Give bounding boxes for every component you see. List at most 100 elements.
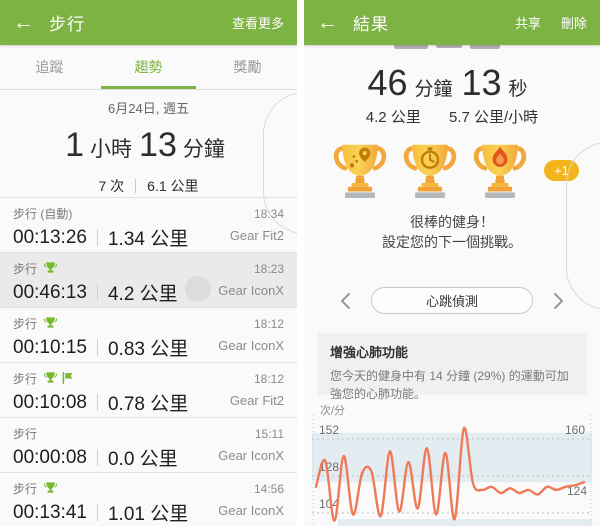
table-row[interactable]: 步行 00:10:15 0.83 公里 18:12 Gear bbox=[0, 308, 297, 363]
row-distance: 1.34 公里 bbox=[107, 229, 189, 250]
svg-text:152: 152 bbox=[319, 423, 339, 437]
svg-text:124: 124 bbox=[567, 484, 587, 498]
row-distance: 4.2 公里 bbox=[107, 284, 178, 305]
result-speed: 5.7 公里/小時 bbox=[449, 109, 539, 126]
share-button[interactable]: 共享 bbox=[514, 16, 541, 31]
svg-text:160: 160 bbox=[565, 423, 585, 437]
divider bbox=[96, 394, 98, 411]
row-duration: 00:46:13 bbox=[13, 281, 87, 303]
row-device: Gear IconX bbox=[218, 503, 284, 518]
walking-trends-screen: ← 步行 查看更多 追蹤 趨勢 獎勵 6月24日, 週五 1 小時 13 分鐘 7 次… bbox=[0, 0, 297, 526]
table-row[interactable]: 步行 (自動) 00:13:26 1.34 公里 18:34 bbox=[0, 198, 297, 253]
page-title: 結果 bbox=[353, 15, 389, 34]
hours-unit: 小時 bbox=[90, 138, 133, 161]
row-time: 15:11 bbox=[254, 427, 284, 441]
insight-body: 您今天的健身中有 14 分鐘 (29%) 的運動可加強您的心肺功能。 bbox=[330, 369, 569, 401]
divider bbox=[96, 229, 98, 246]
right-appbar: ← 結果 共享 刪除 bbox=[304, 0, 600, 45]
result-substats: 4.2 公里 5.7 公里/小時 bbox=[304, 106, 600, 127]
table-row[interactable]: 步行 00:13:41 1.01 公里 14:56 Gear bbox=[0, 473, 297, 526]
summary-duration: 1 小時 13 分鐘 bbox=[0, 126, 297, 165]
scrolled-content-fragment bbox=[374, 45, 534, 54]
hours-value: 1 bbox=[65, 126, 85, 164]
daily-summary: 6月24日, 週五 1 小時 13 分鐘 7 次 6.1 公里 bbox=[0, 90, 297, 197]
row-activity-label: 步行 bbox=[13, 371, 38, 386]
trophy-icon bbox=[44, 261, 57, 275]
row-time: 18:12 bbox=[253, 317, 284, 331]
stopwatch-trophy-icon bbox=[402, 140, 458, 200]
result-minutes-unit: 分鐘 bbox=[414, 79, 453, 100]
workout-message: 很棒的健身！ 設定您的下一個挑戰。 bbox=[304, 212, 600, 253]
table-row[interactable]: 步行 00:00:08 0.0 公里 15:11 Gear bbox=[0, 418, 297, 473]
tab-track[interactable]: 追蹤 bbox=[0, 45, 99, 89]
row-time: 18:12 bbox=[253, 372, 284, 386]
row-distance: 0.83 公里 bbox=[107, 339, 189, 360]
extra-trophies-badge[interactable]: +1 bbox=[544, 160, 579, 181]
session-count: 7 次 bbox=[98, 178, 125, 194]
total-distance: 6.1 公里 bbox=[147, 178, 199, 194]
row-time: 18:23 bbox=[253, 262, 284, 276]
see-more-button[interactable]: 查看更多 bbox=[231, 16, 284, 31]
row-device: Gear Fit2 bbox=[229, 393, 284, 408]
row-distance: 1.01 公里 bbox=[107, 504, 189, 525]
chevron-left-icon[interactable] bbox=[336, 288, 355, 314]
row-duration: 00:00:08 bbox=[13, 446, 87, 468]
session-list: 步行 (自動) 00:13:26 1.34 公里 18:34 bbox=[0, 197, 297, 526]
back-icon[interactable]: ← bbox=[317, 11, 338, 34]
minutes-unit: 分鐘 bbox=[182, 138, 225, 161]
row-time: 18:34 bbox=[253, 207, 284, 221]
svg-text:128: 128 bbox=[319, 460, 339, 474]
trophy-icon bbox=[44, 316, 57, 330]
divider bbox=[96, 504, 98, 521]
summary-date: 6月24日, 週五 bbox=[108, 101, 189, 116]
result-seconds-unit: 秒 bbox=[508, 79, 528, 100]
row-distance: 0.78 公里 bbox=[107, 394, 189, 415]
delete-button[interactable]: 刪除 bbox=[560, 16, 587, 31]
chart-y-axis-label: 次/分 bbox=[320, 405, 346, 417]
table-row[interactable]: 步行 00:46:13 4.2 公里 18:23 Gear bbox=[0, 253, 297, 308]
row-activity-label: 步行 bbox=[13, 261, 38, 276]
divider bbox=[96, 284, 98, 301]
row-activity-label: 步行 bbox=[13, 426, 38, 441]
message-line-2: 設定您的下一個挑戰。 bbox=[382, 234, 522, 251]
heart-rate-chart: 152 128 104 160 124 bbox=[312, 415, 592, 526]
message-line-1: 很棒的健身！ bbox=[410, 214, 494, 230]
flag-icon bbox=[61, 371, 74, 385]
left-appbar: ← 步行 查看更多 bbox=[0, 0, 297, 45]
minutes-value: 13 bbox=[139, 126, 177, 164]
divider bbox=[96, 339, 98, 356]
row-device: Gear Fit2 bbox=[229, 228, 284, 243]
workout-result-screen: ← 結果 共享 刪除 46 分鐘 13 秒 4.2 公里 5.7 公里/小時 bbox=[304, 0, 600, 526]
row-device: Gear IconX bbox=[218, 338, 284, 353]
row-activity-label: 步行 (自動) bbox=[13, 206, 73, 221]
row-duration: 00:10:08 bbox=[13, 391, 87, 413]
trophy-row: +1 bbox=[304, 140, 600, 200]
flame-trophy-icon bbox=[472, 140, 528, 200]
row-device: Gear IconX bbox=[218, 448, 284, 463]
cardio-insight-card: 增強心肺功能 您今天的健身中有 14 分鐘 (29%) 的運動可加強您的心肺功能… bbox=[318, 333, 587, 401]
route-trophy-icon bbox=[332, 140, 388, 200]
tab-trends[interactable]: 趨勢 bbox=[99, 45, 198, 89]
summary-stats: 7 次 6.1 公里 bbox=[0, 176, 297, 196]
row-time: 14:56 bbox=[253, 482, 284, 496]
row-duration: 00:13:26 bbox=[13, 226, 87, 248]
tab-label: 追蹤 bbox=[35, 59, 64, 75]
pill-label: 心跳偵測 bbox=[425, 294, 478, 309]
metric-carousel: 心跳偵測 bbox=[304, 287, 600, 314]
tab-label: 獎勵 bbox=[233, 59, 262, 75]
trophy-icon bbox=[44, 371, 57, 385]
tab-bar: 追蹤 趨勢 獎勵 bbox=[0, 45, 297, 90]
row-distance: 0.0 公里 bbox=[107, 449, 178, 470]
divider bbox=[96, 449, 98, 466]
back-icon[interactable]: ← bbox=[13, 11, 34, 34]
chevron-right-icon[interactable] bbox=[549, 288, 568, 314]
divider bbox=[135, 179, 137, 193]
result-minutes: 46 bbox=[367, 62, 408, 103]
heart-rate-pill-button[interactable]: 心跳偵測 bbox=[371, 287, 533, 314]
row-activity-label: 步行 bbox=[13, 316, 38, 331]
table-row[interactable]: 步行 00:10:08 0.78 公里 18:12 Gear bbox=[0, 363, 297, 418]
tab-rewards[interactable]: 獎勵 bbox=[198, 45, 297, 89]
result-duration: 46 分鐘 13 秒 bbox=[304, 62, 600, 104]
svg-text:104: 104 bbox=[319, 497, 339, 511]
row-device: Gear IconX bbox=[218, 283, 284, 298]
